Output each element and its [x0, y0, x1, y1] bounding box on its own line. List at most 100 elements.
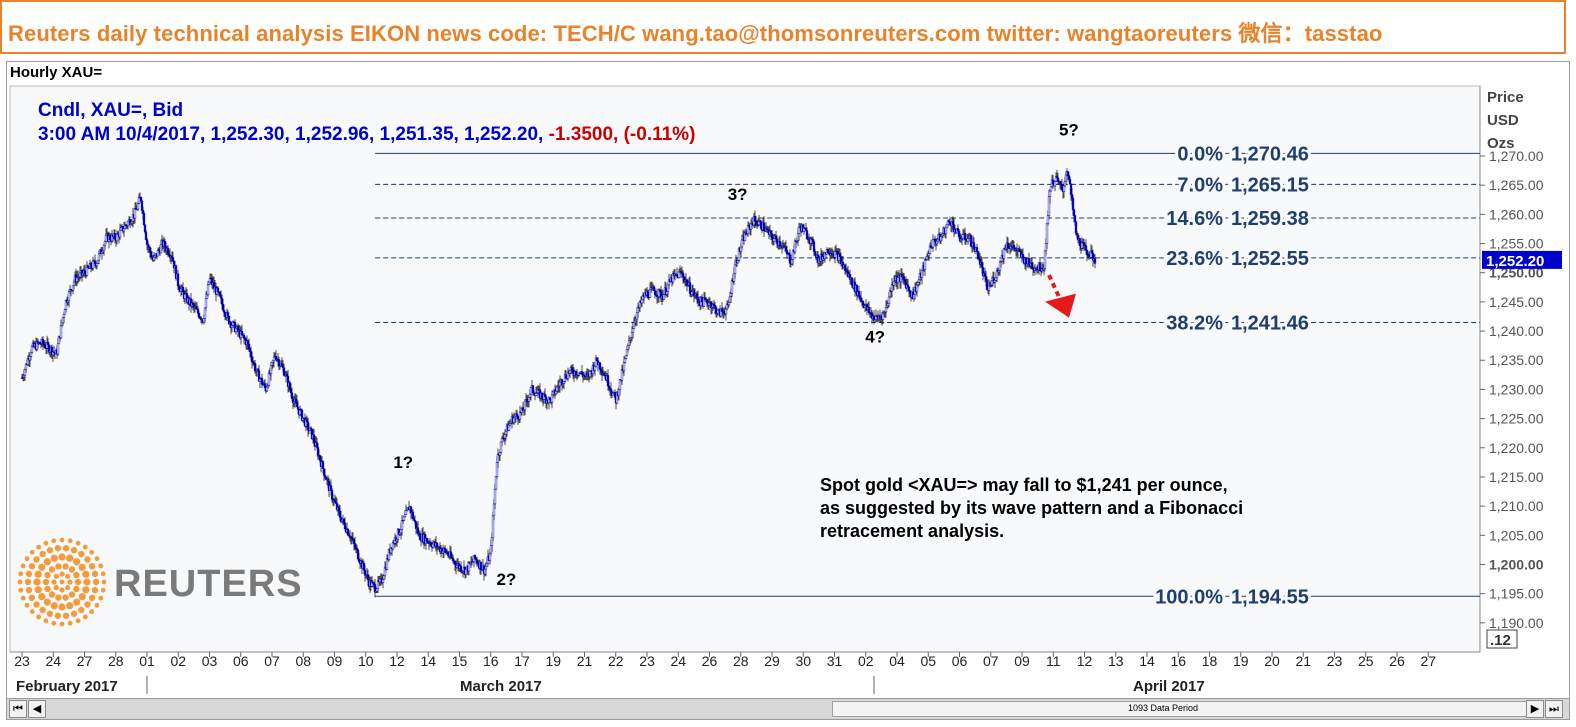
reuters-logo-dot — [73, 571, 80, 579]
last-price-label: 1,252.20 — [1486, 253, 1544, 270]
candle-body — [489, 545, 493, 554]
candle-body — [455, 565, 459, 568]
candle-body — [207, 281, 211, 285]
candle-body — [115, 233, 119, 242]
candle-body — [769, 230, 773, 234]
candle-body — [961, 234, 965, 239]
candle-body — [485, 562, 489, 567]
reuters-logo-dot — [38, 593, 46, 601]
candle-body — [658, 289, 662, 292]
reuters-logo-dot — [46, 547, 54, 554]
scroll-start-button[interactable]: ⏮ — [9, 700, 27, 718]
time-scrollbar[interactable]: ⏮ ◀ ▶ ⏭ — [6, 698, 1570, 720]
candle-body — [1002, 248, 1006, 259]
x-tick-label: 09 — [1014, 653, 1030, 669]
y-axis-title: USD — [1487, 112, 1519, 129]
candle-body — [67, 291, 71, 302]
candle-body — [240, 331, 244, 336]
candle-body — [113, 233, 117, 240]
candle-body — [1048, 190, 1052, 198]
candle-body — [503, 434, 507, 439]
fib-percent-label: 7.0% — [1177, 174, 1223, 196]
candle-body — [1058, 180, 1062, 184]
x-tick-label: 13 — [1108, 653, 1124, 669]
candle-body — [145, 239, 149, 245]
candle-body — [234, 328, 238, 333]
candle-body — [925, 256, 929, 260]
candle-body — [330, 489, 334, 500]
reuters-logo-dot — [67, 579, 73, 585]
candle-body — [216, 287, 220, 293]
reuters-logo-dot — [78, 606, 85, 614]
scroll-end-button[interactable]: ⏭ — [1545, 700, 1563, 718]
candle-body — [122, 228, 126, 232]
candle-body — [61, 317, 65, 324]
candle-body — [491, 515, 495, 538]
candle-body — [543, 393, 547, 397]
wave-label: 1? — [393, 453, 413, 472]
analysis-annotation: Spot gold <XAU=> may fall to $1,241 per … — [820, 475, 1228, 495]
candle-body — [793, 240, 797, 253]
candle-body — [342, 518, 346, 524]
reuters-logo-dot — [34, 586, 42, 594]
candle-body — [985, 279, 989, 290]
candle-body — [326, 478, 330, 482]
candle-body — [923, 259, 927, 270]
reuters-logo-dot — [59, 621, 65, 627]
candle-body — [753, 216, 757, 222]
candle-body — [633, 320, 637, 323]
candle-body — [404, 510, 408, 516]
candle-body — [688, 282, 692, 294]
candle-body — [838, 254, 842, 257]
candle-body — [665, 291, 669, 295]
x-tick-label: 08 — [295, 653, 311, 669]
candle-body — [343, 522, 347, 529]
candle-body — [730, 280, 734, 294]
candle-body — [984, 276, 988, 281]
candle-body — [177, 285, 181, 290]
reuters-logo-dot — [33, 578, 41, 586]
candle-body — [63, 309, 67, 315]
candle-body — [770, 233, 774, 239]
x-tick-label: 26 — [702, 653, 718, 669]
candle-body — [142, 213, 146, 226]
reuters-logo-text: REUTERS — [114, 563, 303, 605]
x-tick-label: 10 — [358, 653, 374, 669]
y-tick-label: 1,200.00 — [1489, 556, 1544, 572]
candle-body — [811, 239, 815, 243]
reuters-logo-dot — [33, 556, 40, 563]
candle-body — [1074, 221, 1078, 234]
reuters-logo-dot — [83, 578, 91, 586]
candle-body — [570, 367, 574, 371]
candle-body — [886, 303, 890, 307]
wave-label: 4? — [865, 328, 885, 347]
x-month-label: March 2017 — [460, 678, 542, 695]
reuters-logo-dot — [50, 554, 58, 562]
scroll-right-button[interactable]: ▶ — [1526, 700, 1544, 718]
x-tick-label: 16 — [1170, 653, 1186, 669]
candle-body — [62, 313, 66, 318]
candle-body — [1060, 184, 1064, 190]
candle-body — [375, 588, 379, 592]
candle-body — [976, 251, 980, 260]
scroll-left-button[interactable]: ◀ — [28, 700, 46, 718]
reuters-logo-dot — [24, 578, 32, 586]
data-period-label: 1093 Data Period — [1128, 703, 1199, 713]
candle-body — [606, 375, 610, 387]
candle-body — [652, 286, 656, 291]
candle-body — [72, 281, 76, 286]
x-tick-label: 15 — [452, 653, 468, 669]
reuters-logo-dot — [24, 602, 30, 608]
x-tick-label: 27 — [77, 653, 93, 669]
reuters-logo-dot — [59, 571, 65, 577]
reuters-logo-dot — [55, 594, 62, 601]
candle-body — [857, 291, 861, 297]
reuters-logo-dot — [36, 614, 42, 620]
candle-body — [329, 485, 333, 491]
x-tick-label: 03 — [202, 653, 218, 669]
candle-body — [648, 288, 652, 298]
y-tick-label: 1,240.00 — [1489, 323, 1544, 339]
fib-value-label: 1,259.38 — [1231, 208, 1309, 230]
candle-body — [86, 265, 90, 269]
